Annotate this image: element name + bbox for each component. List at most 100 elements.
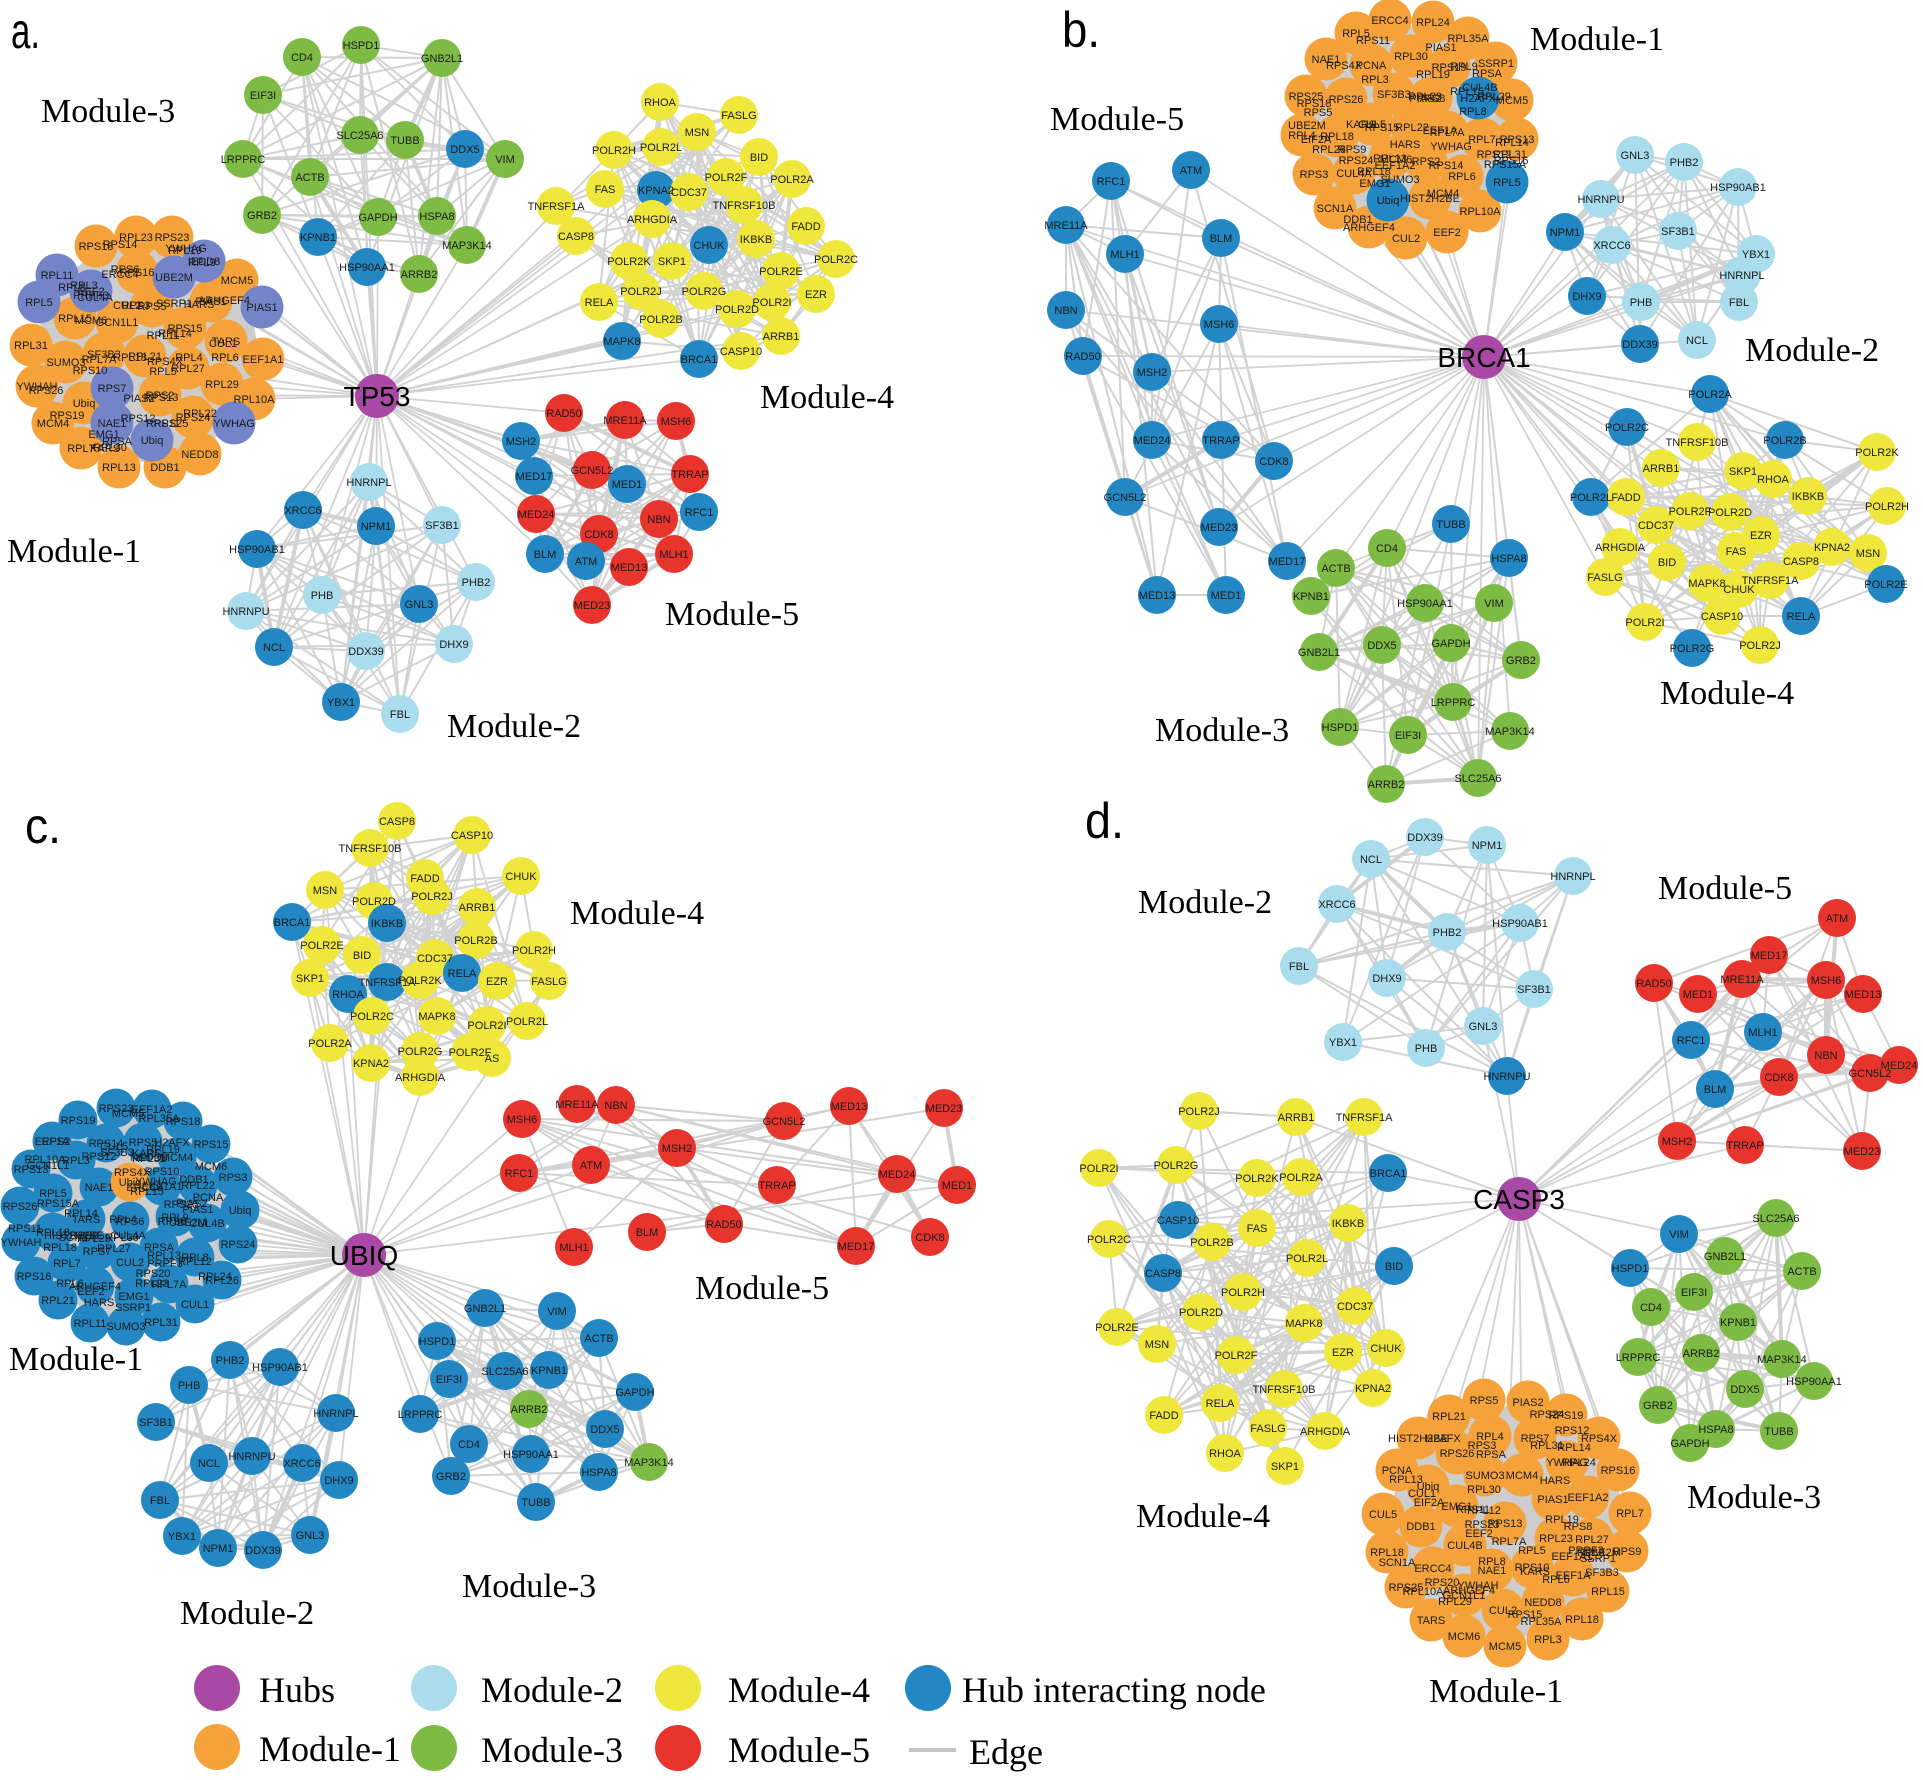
svg-text:GNL3: GNL3	[1621, 150, 1650, 162]
svg-text:RPS9: RPS9	[1613, 1546, 1642, 1558]
svg-text:HNRNPU: HNRNPU	[222, 606, 269, 618]
svg-text:BID: BID	[1385, 1261, 1403, 1273]
svg-text:RPL5: RPL5	[149, 366, 177, 378]
svg-text:MSN: MSN	[685, 127, 710, 139]
svg-text:ARHGEF4: ARHGEF4	[198, 295, 250, 307]
svg-text:LRPPRC: LRPPRC	[398, 1409, 443, 1421]
svg-text:RPL35A: RPL35A	[139, 1113, 181, 1125]
svg-text:DDX5: DDX5	[1367, 640, 1396, 652]
svg-text:IKBKB: IKBKB	[371, 918, 403, 930]
svg-text:RPL19: RPL19	[168, 245, 202, 257]
svg-text:RPL6: RPL6	[56, 1278, 84, 1290]
svg-text:CUL1: CUL1	[1408, 1488, 1436, 1500]
svg-text:RPL21: RPL21	[41, 1295, 75, 1307]
svg-text:RPS10: RPS10	[145, 1166, 180, 1178]
svg-text:SF3B3: SF3B3	[1377, 89, 1411, 101]
svg-text:RPL22: RPL22	[1395, 122, 1429, 134]
svg-text:d.: d.	[1085, 793, 1124, 849]
svg-text:PIAS1: PIAS1	[246, 302, 277, 314]
svg-text:MED17: MED17	[516, 471, 553, 483]
svg-text:RAD50: RAD50	[1636, 978, 1671, 990]
svg-text:NBN: NBN	[1814, 1050, 1837, 1062]
svg-text:CUL5: CUL5	[100, 1141, 128, 1153]
svg-text:HSP90AA1: HSP90AA1	[339, 262, 395, 274]
svg-text:RPS11: RPS11	[146, 418, 180, 430]
svg-text:FBL: FBL	[390, 709, 410, 721]
svg-text:Module-1: Module-1	[7, 533, 141, 570]
svg-text:HARS: HARS	[84, 1297, 115, 1309]
svg-text:TARS: TARS	[1417, 1615, 1446, 1627]
svg-text:FASLG: FASLG	[721, 110, 756, 122]
svg-text:POLR2L: POLR2L	[1570, 492, 1612, 504]
svg-text:KARS: KARS	[1520, 1566, 1550, 1578]
svg-text:SLC25A6: SLC25A6	[481, 1366, 528, 1378]
svg-text:RPS14: RPS14	[89, 1138, 124, 1150]
svg-text:HNRNPL: HNRNPL	[313, 1408, 358, 1420]
svg-text:CUL4A: CUL4A	[1336, 168, 1372, 180]
svg-text:POLR2E: POLR2E	[759, 266, 802, 278]
svg-text:POLR2B: POLR2B	[1190, 1237, 1233, 1249]
svg-text:YWHAG: YWHAG	[165, 243, 207, 255]
svg-text:MCM4: MCM4	[161, 1152, 193, 1164]
svg-text:EIF3I: EIF3I	[1681, 1287, 1707, 1299]
svg-text:RPL23: RPL23	[135, 1278, 169, 1290]
svg-text:MED17: MED17	[1751, 950, 1788, 962]
svg-text:SSRP1: SSRP1	[156, 298, 192, 310]
svg-text:SCN1A: SCN1A	[1379, 1557, 1416, 1569]
svg-text:RPS2: RPS2	[42, 1136, 71, 1148]
svg-text:Module-2: Module-2	[1138, 884, 1272, 921]
svg-text:RPS7: RPS7	[83, 1246, 112, 1258]
svg-text:CUL2: CUL2	[116, 1257, 144, 1269]
svg-text:TRRAP: TRRAP	[671, 469, 708, 481]
svg-text:Module-5: Module-5	[665, 596, 799, 633]
svg-text:HSPD1: HSPD1	[1322, 722, 1359, 734]
svg-text:TNFRSF1A: TNFRSF1A	[1742, 575, 1800, 587]
svg-text:POLR2L: POLR2L	[506, 1016, 548, 1028]
svg-text:HSPA8: HSPA8	[419, 211, 454, 223]
svg-text:NAE1: NAE1	[1478, 1565, 1507, 1577]
svg-text:RPL5: RPL5	[39, 1188, 67, 1200]
svg-text:RELA: RELA	[1206, 1398, 1235, 1410]
svg-text:RPS9: RPS9	[70, 1230, 99, 1242]
svg-text:YBX1: YBX1	[1742, 249, 1770, 261]
svg-text:RPL30: RPL30	[93, 442, 127, 454]
svg-text:GCN5L2: GCN5L2	[1104, 492, 1147, 504]
svg-text:RAD50: RAD50	[546, 408, 581, 420]
svg-text:YWHAG: YWHAG	[1546, 1457, 1588, 1469]
svg-text:GCN5L2: GCN5L2	[763, 1116, 806, 1128]
svg-text:HSP90AB1: HSP90AB1	[229, 544, 285, 556]
svg-text:HNRNPL: HNRNPL	[346, 477, 391, 489]
svg-text:NBN: NBN	[647, 514, 670, 526]
svg-text:DDX5: DDX5	[450, 144, 479, 156]
svg-text:YWHAH: YWHAH	[1, 1237, 42, 1249]
svg-text:PRPF3: PRPF3	[147, 1258, 182, 1270]
svg-text:ERCC4: ERCC4	[101, 269, 138, 281]
svg-text:SSRP1: SSRP1	[1580, 1553, 1616, 1565]
svg-text:DDX5: DDX5	[1730, 1384, 1759, 1396]
svg-text:YWHAG: YWHAG	[135, 1176, 177, 1188]
svg-text:RPL15: RPL15	[58, 313, 92, 325]
svg-text:RPS18: RPS18	[166, 1116, 201, 1128]
svg-text:TARS: TARS	[212, 336, 241, 348]
svg-text:GRB2: GRB2	[1506, 655, 1536, 667]
svg-text:POLR2H: POLR2H	[1221, 1287, 1265, 1299]
svg-text:DDX39: DDX39	[245, 1545, 280, 1557]
svg-text:CUL1: CUL1	[209, 338, 237, 350]
svg-text:SF3B1: SF3B1	[1661, 226, 1695, 238]
svg-text:MAP3K14: MAP3K14	[624, 1457, 674, 1469]
svg-text:MED13: MED13	[1139, 590, 1176, 602]
svg-text:Module-3: Module-3	[41, 93, 175, 130]
svg-text:NBN: NBN	[604, 1100, 627, 1112]
svg-text:CDC37: CDC37	[417, 953, 453, 965]
svg-text:MCM6: MCM6	[75, 315, 107, 327]
svg-text:CDK8: CDK8	[915, 1232, 944, 1244]
svg-text:RPL7A: RPL7A	[1492, 1536, 1528, 1548]
svg-text:POLR2L: POLR2L	[640, 142, 682, 154]
svg-text:PHB: PHB	[1415, 1043, 1438, 1055]
svg-text:PHB2: PHB2	[462, 577, 491, 589]
svg-text:RPL4: RPL4	[1288, 130, 1316, 142]
svg-text:FBL: FBL	[1729, 297, 1749, 309]
svg-text:PHB2: PHB2	[1670, 157, 1699, 169]
svg-text:YWHAH: YWHAH	[17, 381, 58, 393]
svg-text:CUL4B: CUL4B	[1447, 1540, 1482, 1552]
